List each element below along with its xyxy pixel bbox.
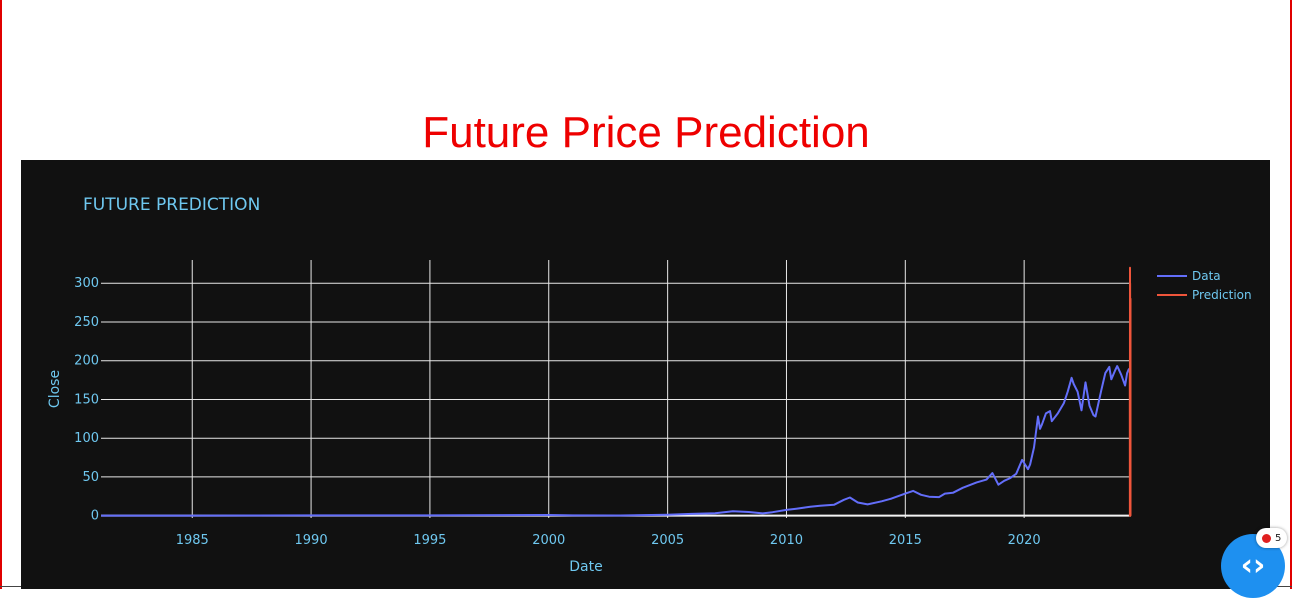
legend-swatch-data: [1157, 274, 1187, 277]
x-tick-label: 2010: [770, 533, 803, 548]
legend-label-data: Data: [1192, 268, 1221, 283]
x-tick-label: 1990: [295, 533, 328, 548]
page-title: Future Price Prediction: [422, 108, 870, 157]
record-dot-icon: [1262, 533, 1271, 543]
x-tick-label: 2015: [889, 533, 922, 548]
chevron-left-right-icon: ‹›: [1240, 548, 1266, 583]
chart-title: FUTURE PREDICTION: [83, 195, 261, 215]
x-tick-label: 2020: [1008, 533, 1041, 548]
x-axis-label: Date: [569, 559, 602, 575]
chart-legend: Data Prediction: [1157, 266, 1252, 304]
notification-count: 5: [1275, 532, 1282, 544]
y-tick-label: 150: [74, 392, 99, 407]
y-tick-label: 50: [82, 470, 99, 485]
legend-label-prediction: Prediction: [1192, 287, 1252, 302]
x-tick-label: 1995: [413, 533, 446, 548]
page-frame-left: [0, 0, 2, 589]
series-line-data: [101, 365, 1131, 517]
legend-swatch-prediction: [1157, 293, 1187, 296]
x-tick-label: 1985: [176, 533, 209, 548]
y-tick-label: 250: [74, 315, 99, 330]
y-tick-label: 100: [74, 431, 99, 446]
y-tick-label: 200: [74, 354, 99, 369]
y-axis-label: Close: [47, 370, 63, 408]
page-frame-right: [1290, 0, 1292, 589]
chart-plot[interactable]: 1985 1990 1995 2000 2005 2010 2015 2020 0 50 100 15…: [21, 160, 1270, 589]
series-line-prediction: [1128, 266, 1132, 517]
y-tick-label: 0: [91, 509, 99, 524]
legend-item-prediction[interactable]: Prediction: [1157, 285, 1252, 304]
legend-item-data[interactable]: Data: [1157, 266, 1252, 285]
chart-panel[interactable]: 1985 1990 1995 2000 2005 2010 2015 2020 0 50 100 15…: [21, 160, 1270, 589]
notification-badge[interactable]: 5: [1256, 528, 1288, 548]
y-tick-label: 300: [74, 276, 99, 291]
x-tick-label: 2000: [532, 533, 565, 548]
x-tick-label: 2005: [651, 533, 684, 548]
